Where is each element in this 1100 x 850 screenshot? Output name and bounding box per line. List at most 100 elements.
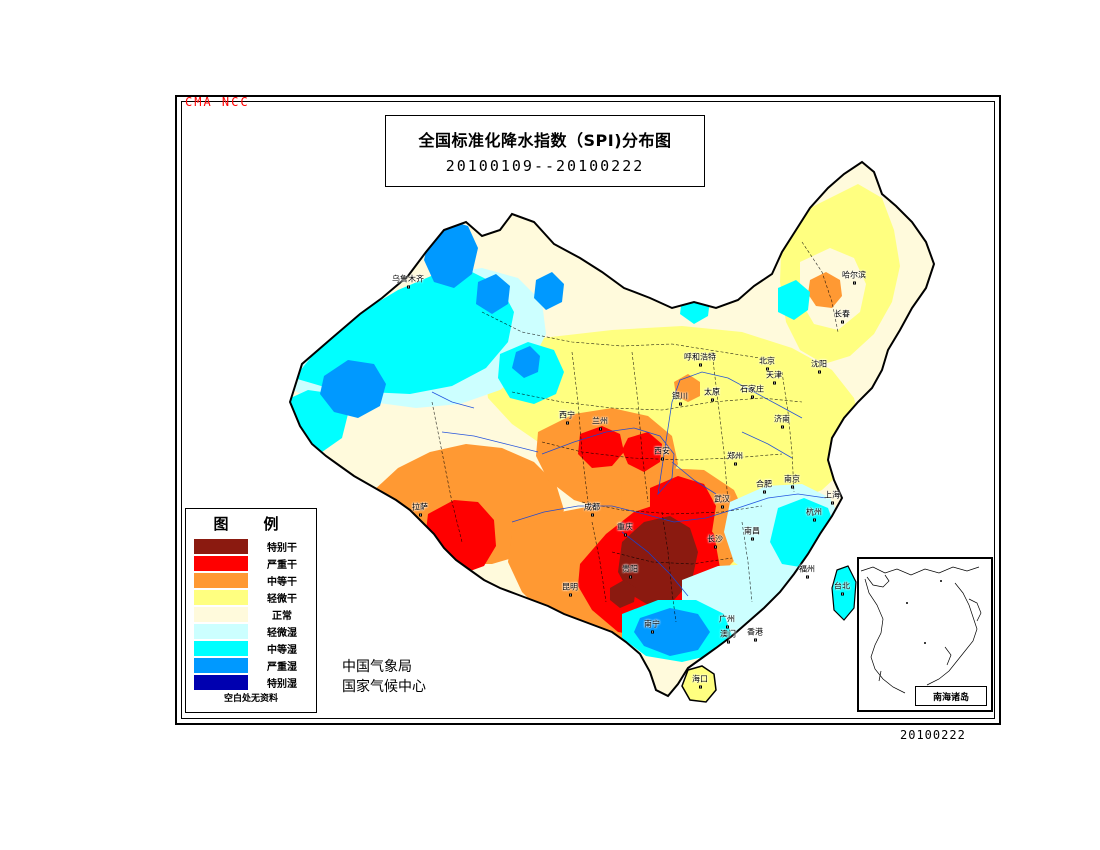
cma-ncc-tag: CMA NCC	[185, 95, 250, 109]
city-label: 重庆	[617, 523, 633, 537]
river-branch-2	[621, 531, 689, 597]
city-marker-dot	[812, 518, 816, 522]
city-label: 广州	[719, 615, 735, 629]
city-name: 西安	[654, 446, 670, 456]
city-marker-dot	[753, 638, 757, 642]
city-marker-dot	[660, 457, 664, 461]
city-label: 成都	[584, 503, 600, 517]
legend-swatch	[194, 555, 248, 571]
city-marker-dot	[805, 575, 809, 579]
city-label: 乌鲁木齐	[392, 274, 424, 289]
city-name: 南京	[784, 474, 800, 484]
legend-row: 特别干	[186, 538, 316, 554]
city-name: 海口	[692, 674, 708, 684]
title-box: 全国标准化降水指数（SPI)分布图 20100109--20100222	[385, 115, 705, 187]
legend-swatch	[194, 640, 248, 656]
river-branch-5	[431, 391, 475, 409]
city-label: 天津	[766, 371, 782, 385]
city-label: 拉萨	[412, 502, 428, 517]
city-marker-dot	[628, 575, 632, 579]
city-marker-dot	[568, 593, 572, 597]
city-marker-dot	[817, 370, 821, 374]
rivers	[431, 371, 827, 597]
city-label: 杭州	[806, 508, 822, 522]
city-label: 长春	[834, 309, 850, 324]
south-china-sea-inset: 南海诸岛	[857, 557, 993, 712]
yellow-river	[541, 371, 803, 496]
city-marker-dot	[698, 685, 702, 689]
city-label: 南宁	[644, 619, 660, 634]
city-marker-dot	[750, 395, 754, 399]
city-label: 南京	[784, 474, 800, 489]
city-name: 济南	[774, 414, 790, 424]
legend-swatch	[194, 589, 248, 605]
legend-swatch	[194, 623, 248, 639]
city-label: 长沙	[707, 535, 723, 549]
map-period: 20100109--20100222	[445, 157, 645, 175]
city-label: 上海	[824, 490, 840, 505]
city-marker-dot	[406, 285, 410, 289]
city-name: 郑州	[727, 451, 743, 461]
city-marker-dot	[590, 513, 594, 517]
city-name: 银川	[672, 391, 688, 401]
legend-row: 中等干	[186, 572, 316, 588]
spi-area-severe-wet-x3	[476, 274, 510, 314]
city-label: 台北	[834, 582, 850, 596]
city-marker-dot	[750, 537, 754, 541]
city-name: 石家庄	[740, 384, 764, 394]
map-frame: CMA NCC	[175, 95, 1001, 725]
city-label: 兰州	[592, 417, 608, 431]
legend-items: 特别干 严重干 中等干 轻微干 正常 轻微湿 中等湿 严重湿 特别湿	[186, 538, 316, 690]
city-marker-dot	[720, 505, 724, 509]
spi-area-severe-dry-gansu	[578, 426, 624, 468]
city-name: 沈阳	[811, 359, 827, 369]
spi-area-moderate-dry-nspot	[674, 374, 700, 402]
city-label: 太原	[704, 388, 720, 402]
city-label: 哈尔滨	[842, 271, 866, 285]
legend-label: 中等干	[267, 576, 297, 588]
agency-credit: 中国气象局 国家气候中心	[342, 657, 426, 698]
city-marker-dot	[418, 513, 422, 517]
legend-note: 空白处无资料	[223, 694, 278, 704]
city-name: 南宁	[644, 619, 660, 629]
city-label: 沈阳	[811, 359, 827, 374]
city-name: 乌鲁木齐	[392, 274, 424, 284]
city-marker-dot	[565, 421, 569, 425]
inset-map-svg	[860, 566, 982, 694]
city-label: 西宁	[559, 410, 575, 425]
city-marker-dot	[765, 367, 769, 371]
footer-date-stamp: 20100222	[900, 728, 966, 742]
city-name: 澳门	[720, 629, 736, 639]
river-branch-1	[441, 431, 539, 453]
city-name: 长春	[834, 309, 850, 319]
spi-area-slight-dry-nc	[678, 342, 802, 454]
legend-box: 图 例 特别干 严重干 中等干 轻微干 正常 轻微湿 中等湿 严重湿 特别湿 空白处无资料	[185, 508, 317, 713]
city-marker-dot	[598, 427, 602, 431]
legend-row: 中等湿	[186, 640, 316, 656]
city-marker-dot	[713, 545, 717, 549]
legend-label: 严重干	[267, 559, 297, 571]
city-label: 银川	[672, 391, 688, 406]
legend-label: 轻微湿	[267, 627, 297, 639]
city-marker-dot	[790, 485, 794, 489]
legend-title: 图 例	[213, 515, 289, 533]
city-name: 上海	[824, 490, 840, 500]
city-marker-dot	[840, 320, 844, 324]
legend-label: 正常	[272, 610, 292, 622]
city-marker-dot	[852, 281, 856, 285]
city-name: 武汉	[714, 494, 730, 504]
city-label: 香港	[747, 628, 763, 642]
city-marker-dot	[698, 363, 702, 367]
map-canvas: 乌鲁木齐 银川 西宁 兰州 呼和浩特 北京 天津 太原 石家庄 济南 西安 郑州 哈尔滨 长春 沈阳 合肥 南京…	[182, 102, 996, 720]
city-label: 澳门	[720, 629, 736, 644]
legend-swatch	[194, 538, 248, 554]
city-marker-dot	[725, 625, 729, 629]
city-label: 南昌	[744, 527, 760, 541]
city-name: 呼和浩特	[684, 352, 716, 362]
city-name: 拉萨	[412, 502, 428, 512]
city-label: 济南	[774, 414, 790, 429]
city-name: 西宁	[559, 410, 575, 420]
city-marker-dot	[623, 533, 627, 537]
legend-swatch	[194, 572, 248, 588]
legend-row: 严重湿	[186, 657, 316, 673]
